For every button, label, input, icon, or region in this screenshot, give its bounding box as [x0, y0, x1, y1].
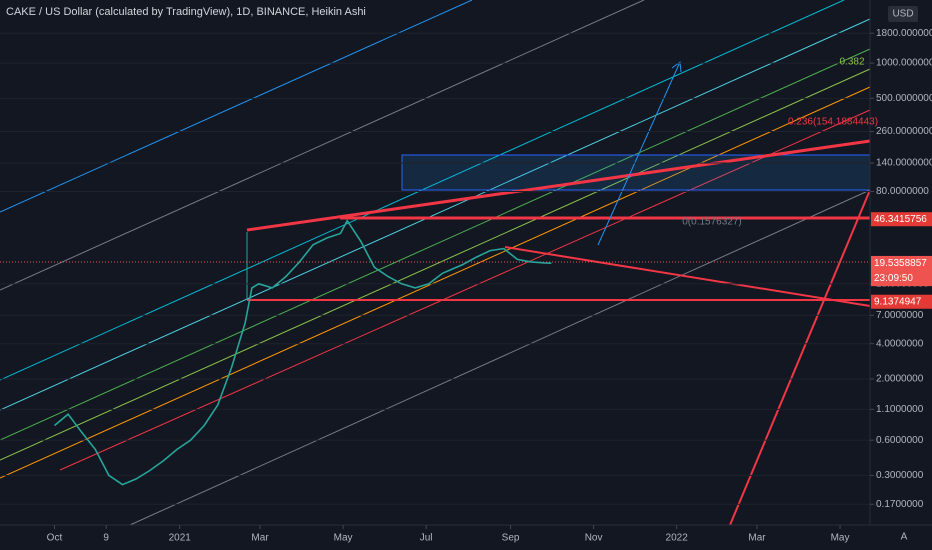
y-tick-label: 7.0000000 [876, 310, 924, 321]
annotation: 0.382 [839, 57, 864, 68]
scale-mode[interactable]: A [901, 532, 908, 543]
x-tick-label: Mar [748, 533, 766, 544]
trend-line [729, 189, 871, 526]
countdown: 23:09:50 [874, 273, 913, 284]
price-label-box [871, 256, 932, 287]
y-tick-label: 140.0000000 [876, 158, 932, 169]
y-tick-label: 500.0000000 [876, 93, 932, 104]
channel-line [0, 0, 473, 213]
trend-line [246, 139, 871, 232]
currency-badge[interactable] [888, 6, 918, 22]
price-label-box [871, 212, 932, 227]
y-tick-label: 1.1000000 [876, 404, 924, 415]
x-tick-label: Mar [251, 533, 269, 544]
y-tick-label: 0.6000000 [876, 435, 924, 446]
arrow [597, 61, 681, 246]
price-label: 46.3415756 [874, 214, 927, 225]
channel-line [129, 189, 871, 526]
x-tick-label: Sep [502, 533, 520, 544]
y-tick-label: 80.0000000 [876, 186, 929, 197]
x-tick-label: 2021 [169, 533, 192, 544]
price-line [53, 219, 552, 486]
channel-line [0, 0, 645, 291]
y-tick-label: 260.0000000 [876, 126, 932, 137]
x-tick-label: Nov [585, 533, 603, 544]
channel-line [59, 109, 871, 471]
annotation: 0(0.1576327) [682, 217, 742, 228]
y-tick-label: 2.0000000 [876, 374, 924, 385]
trend-line [504, 246, 871, 307]
x-tick-label: May [334, 533, 353, 544]
arrow-head [671, 61, 682, 73]
y-tick-label: 0.1700000 [876, 499, 924, 510]
annotation: 0.236(154.1884443) [788, 117, 878, 128]
channel-line [0, 48, 871, 441]
channel-line [0, 68, 871, 461]
channel-line [0, 86, 871, 479]
x-tick-label: Jul [420, 533, 433, 544]
price-label: 19.5358857 [874, 258, 927, 269]
x-tick-label: Oct [47, 533, 63, 544]
y-tick-label: 4.0000000 [876, 338, 924, 349]
x-tick-label: May [831, 533, 850, 544]
y-tick-label: 0.3000000 [876, 470, 924, 481]
y-tick-label: 1800.0000000 [876, 28, 932, 39]
x-tick-label: 9 [103, 533, 109, 544]
price-label-box [871, 294, 932, 309]
currency[interactable]: USD [892, 9, 913, 20]
price-label: 9.1374947 [874, 296, 922, 307]
channel-line [0, 18, 871, 411]
y-tick-label: 1000.0000000 [876, 58, 932, 69]
x-tick-label: 2022 [666, 533, 689, 544]
chart-title: CAKE / US Dollar (calculated by TradingV… [6, 6, 366, 18]
